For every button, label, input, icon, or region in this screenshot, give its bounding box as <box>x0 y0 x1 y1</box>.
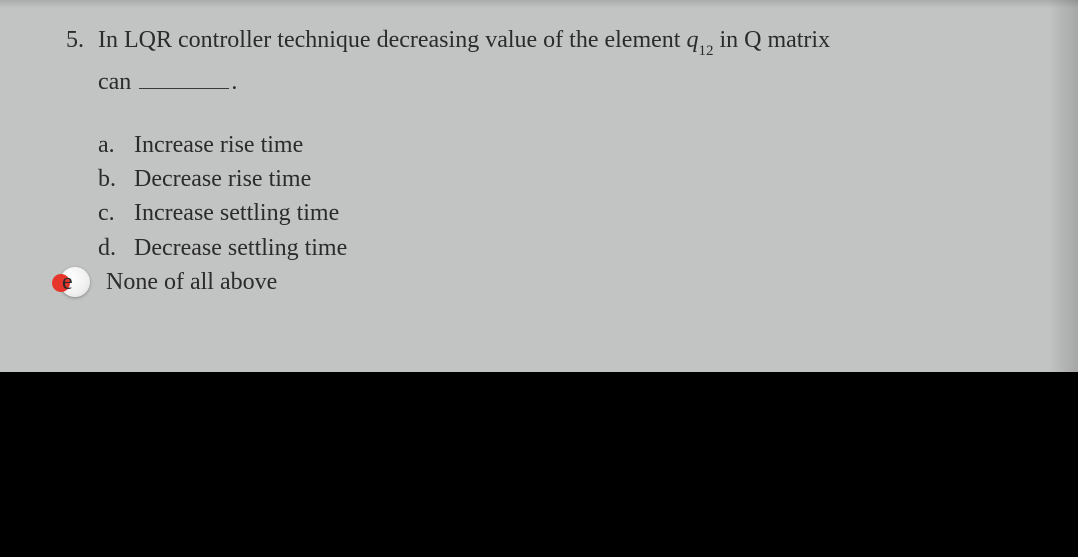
question-line1-pre: In LQR controller technique decreasing v… <box>98 27 686 53</box>
option-a: a. Increase rise time <box>98 128 1020 162</box>
question-variable-sub: 12 <box>698 43 713 59</box>
question-line2-pre: can <box>98 69 137 95</box>
option-letter: c. <box>98 196 124 230</box>
question-line2-post: . <box>231 69 237 95</box>
question-text: In LQR controller technique decreasing v… <box>98 22 1020 100</box>
right-shadow <box>1048 0 1078 372</box>
question-row: 5. In LQR controller technique decreasin… <box>58 22 1020 100</box>
option-text: Increase settling time <box>134 196 339 230</box>
fill-blank <box>139 69 229 89</box>
selected-marker: e <box>62 265 88 299</box>
option-c: c. Increase settling time <box>98 196 1020 230</box>
option-e: e None of all above <box>98 265 1020 299</box>
exam-paper: 5. In LQR controller technique decreasin… <box>0 0 1078 372</box>
question-number: 5. <box>58 22 84 58</box>
question-line2: can . <box>98 64 1020 100</box>
option-text: Decrease settling time <box>134 231 347 265</box>
option-b: b. Decrease rise time <box>98 162 1020 196</box>
top-shadow <box>0 0 1078 8</box>
answer-options: a. Increase rise time b. Decrease rise t… <box>98 128 1020 298</box>
option-text: Increase rise time <box>134 128 303 162</box>
option-letter: e <box>62 265 88 299</box>
option-letter: b. <box>98 162 124 196</box>
option-text: Decrease rise time <box>134 162 311 196</box>
question-variable-base: q <box>686 27 698 53</box>
option-d: d. Decrease settling time <box>98 231 1020 265</box>
option-text: None of all above <box>106 265 277 299</box>
option-letter: d. <box>98 231 124 265</box>
question-line1-post: in Q matrix <box>713 27 830 53</box>
option-letter: a. <box>98 128 124 162</box>
